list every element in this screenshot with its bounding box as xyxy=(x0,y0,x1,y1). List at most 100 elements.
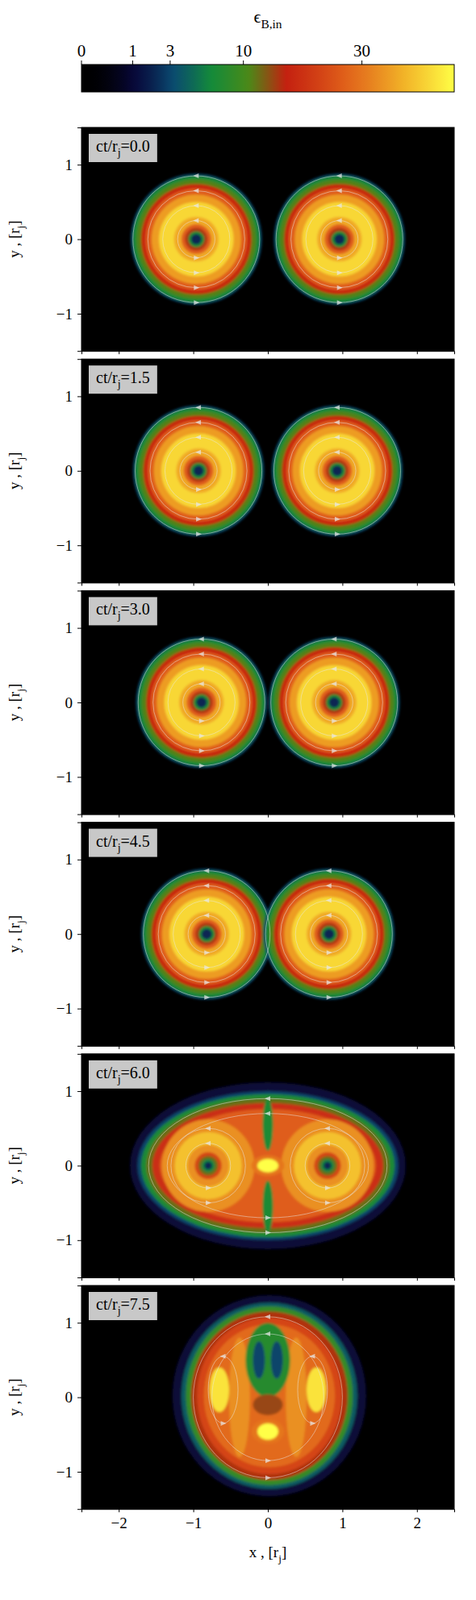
axis-line xyxy=(77,822,83,1047)
panel: −101−2−1012ct/rj=7.5y , [rj]x , [rj] xyxy=(5,1286,456,1566)
colorbar-tick xyxy=(81,60,83,65)
field-arrow xyxy=(205,1201,212,1207)
time-label-text-part: ct/r xyxy=(96,832,118,851)
time-label-box xyxy=(88,1292,158,1321)
axis-line xyxy=(82,351,456,355)
field-arrow xyxy=(325,1201,331,1207)
axis-line xyxy=(77,128,83,352)
tick: 0 xyxy=(65,1157,83,1175)
y-axis-title-part: ] xyxy=(5,684,23,689)
plot-frame xyxy=(81,822,455,1047)
field-arrow xyxy=(199,748,205,754)
field-arrow xyxy=(326,995,333,1001)
field-line xyxy=(280,885,378,983)
field-region xyxy=(183,455,214,486)
field-region xyxy=(195,922,218,946)
field-region xyxy=(283,651,385,754)
tick-mark xyxy=(77,239,82,241)
field-region xyxy=(322,691,346,714)
y-axis-title: y , [rj] xyxy=(5,220,27,258)
field-arrow xyxy=(221,1421,227,1427)
colorbar-tick-label: 1 xyxy=(128,41,138,61)
field-region xyxy=(277,411,397,531)
field-region xyxy=(274,643,394,763)
field-region xyxy=(319,688,350,719)
plot-background xyxy=(81,822,455,1047)
plot-area xyxy=(172,1295,367,1497)
field-arrow xyxy=(336,188,343,194)
field-line xyxy=(212,1334,325,1462)
tick: 2 xyxy=(413,1509,422,1532)
field-region xyxy=(174,1132,242,1200)
x-axis-title-part: x , [r xyxy=(249,1544,280,1562)
field-line xyxy=(275,175,403,303)
colorbar-tick-label: 0 xyxy=(77,41,87,61)
field-region xyxy=(317,922,341,946)
panel: −101ct/rj=4.5y , [rj] xyxy=(5,822,456,1050)
field-arrow xyxy=(337,255,343,261)
tick-mark xyxy=(77,1165,82,1167)
time-label: ct/rj=0.0 xyxy=(88,133,158,163)
field-region xyxy=(137,1091,398,1241)
colorbar-tick xyxy=(169,60,171,65)
field-arrow xyxy=(265,1475,272,1481)
plot-area xyxy=(130,173,406,305)
field-region xyxy=(331,465,343,476)
time-label-text: ct/rj=1.5 xyxy=(96,368,151,391)
tick: −1 xyxy=(56,1000,82,1018)
axis-line xyxy=(82,1510,456,1514)
y-axis-title-part: ] xyxy=(5,452,23,458)
tick-mark xyxy=(193,1046,195,1050)
tick xyxy=(267,1277,269,1282)
plot-frame xyxy=(81,1054,455,1278)
field-region xyxy=(187,1145,230,1188)
time-label-box xyxy=(88,597,158,626)
field-region xyxy=(325,459,349,483)
tick-label: 0 xyxy=(65,230,74,248)
field-region xyxy=(141,1094,395,1238)
field-arrow xyxy=(334,517,341,522)
field-arrow xyxy=(337,300,343,305)
tick-mark xyxy=(77,1009,82,1011)
tick-mark xyxy=(417,350,418,355)
tick-mark xyxy=(77,313,82,315)
field-line xyxy=(135,407,263,535)
field-region xyxy=(275,175,403,303)
field-line xyxy=(193,1317,343,1479)
tick-mark xyxy=(77,860,82,861)
tick-label: 1 xyxy=(338,1515,347,1533)
field-arrow xyxy=(325,898,332,904)
field-arrow xyxy=(205,1185,212,1191)
time-label-text: ct/rj=0.0 xyxy=(96,137,151,159)
field-region xyxy=(334,233,345,245)
field-region xyxy=(145,188,247,291)
axis-line xyxy=(77,591,83,815)
tick xyxy=(342,582,343,586)
axis: −101 xyxy=(56,1054,83,1278)
field-region xyxy=(161,434,236,509)
field-region xyxy=(273,407,401,535)
axis-line xyxy=(82,1278,456,1282)
field-arrow xyxy=(334,450,340,456)
y-axis-title: y , [rj] xyxy=(5,684,27,722)
field-line xyxy=(273,407,401,535)
field-region xyxy=(162,889,252,980)
tick: 1 xyxy=(65,156,83,174)
y-axis-title-part: y , [r xyxy=(5,459,23,490)
field-region xyxy=(187,230,205,247)
colorbar-tick-label: 30 xyxy=(353,41,371,61)
tick-mark xyxy=(193,1277,195,1282)
field-arrow xyxy=(324,1126,330,1132)
field-region xyxy=(192,919,222,950)
tick-mark xyxy=(267,582,269,586)
field-region xyxy=(279,647,390,759)
field xyxy=(141,868,395,1001)
field-region xyxy=(129,1082,406,1250)
y-axis-title-group: y , [rj] xyxy=(5,915,27,953)
time-label: ct/rj=4.5 xyxy=(88,829,158,858)
field-region xyxy=(331,230,348,247)
field-line xyxy=(167,668,235,736)
field-region xyxy=(191,1311,348,1481)
field-lines xyxy=(135,405,401,537)
tick-label: 0 xyxy=(65,926,74,944)
